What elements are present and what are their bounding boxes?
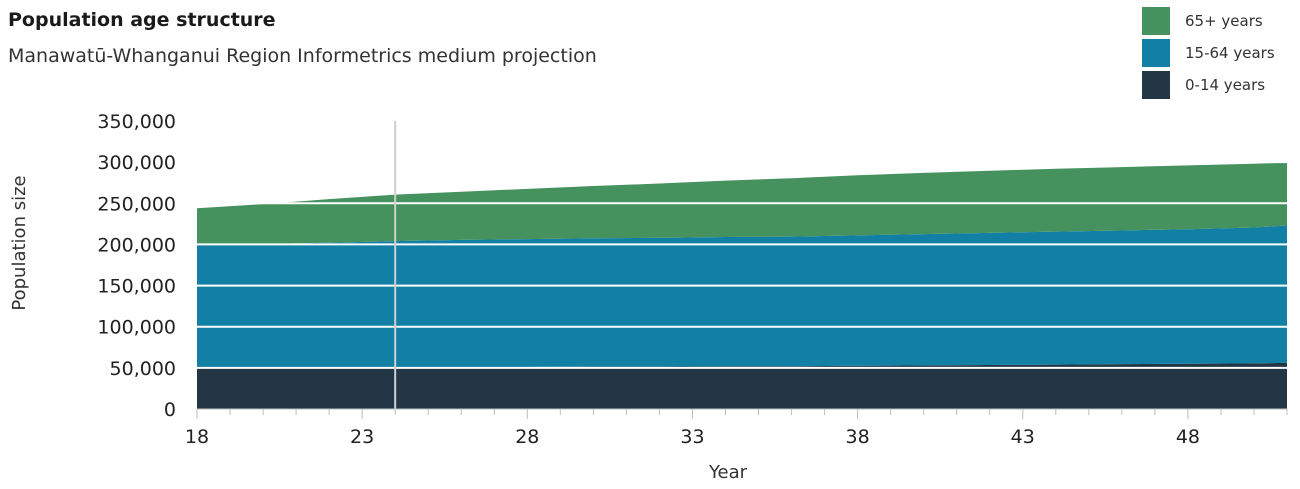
x-tick-label: 43 — [1011, 426, 1035, 448]
x-axis-title: Year — [708, 462, 748, 483]
y-axis-title: Population size — [9, 175, 30, 310]
tick-labels: 0 50,000 100,000 150,000 200,000 250,000 300,0… — [97, 111, 1200, 448]
y-tick-label: 150,000 — [97, 276, 176, 298]
y-tick-label: 350,000 — [97, 111, 176, 133]
chart-title: Population age structure — [8, 9, 276, 31]
x-tick-label: 38 — [846, 426, 870, 448]
legend-label-65-plus: 65+ years — [1185, 12, 1263, 30]
legend-label-15-64: 15-64 years — [1185, 44, 1275, 62]
axes — [196, 408, 1288, 419]
x-tick-label: 48 — [1176, 426, 1200, 448]
x-tick-label: 18 — [185, 426, 209, 448]
y-tick-label: 300,000 — [97, 152, 176, 174]
legend-swatch-0-14 — [1142, 71, 1170, 99]
x-tick-label: 23 — [350, 426, 374, 448]
y-tick-label: 250,000 — [97, 193, 176, 215]
area-15-64-years — [197, 225, 1287, 368]
legend-swatch-15-64 — [1142, 39, 1170, 67]
y-tick-label: 100,000 — [97, 317, 176, 339]
legend-swatch-65-plus — [1142, 7, 1170, 35]
area-layer — [197, 162, 1287, 409]
y-tick-label: 0 — [164, 399, 176, 421]
gridlines — [197, 120, 1287, 369]
chart-subtitle: Manawatū-Whanganui Region Informetrics m… — [8, 45, 597, 67]
x-tick-label: 28 — [515, 426, 539, 448]
legend-label-0-14: 0-14 years — [1185, 76, 1266, 94]
y-tick-label: 50,000 — [110, 358, 176, 380]
x-tick-label: 33 — [680, 426, 704, 448]
y-tick-label: 200,000 — [97, 234, 176, 256]
area-0-14-years — [197, 362, 1287, 409]
